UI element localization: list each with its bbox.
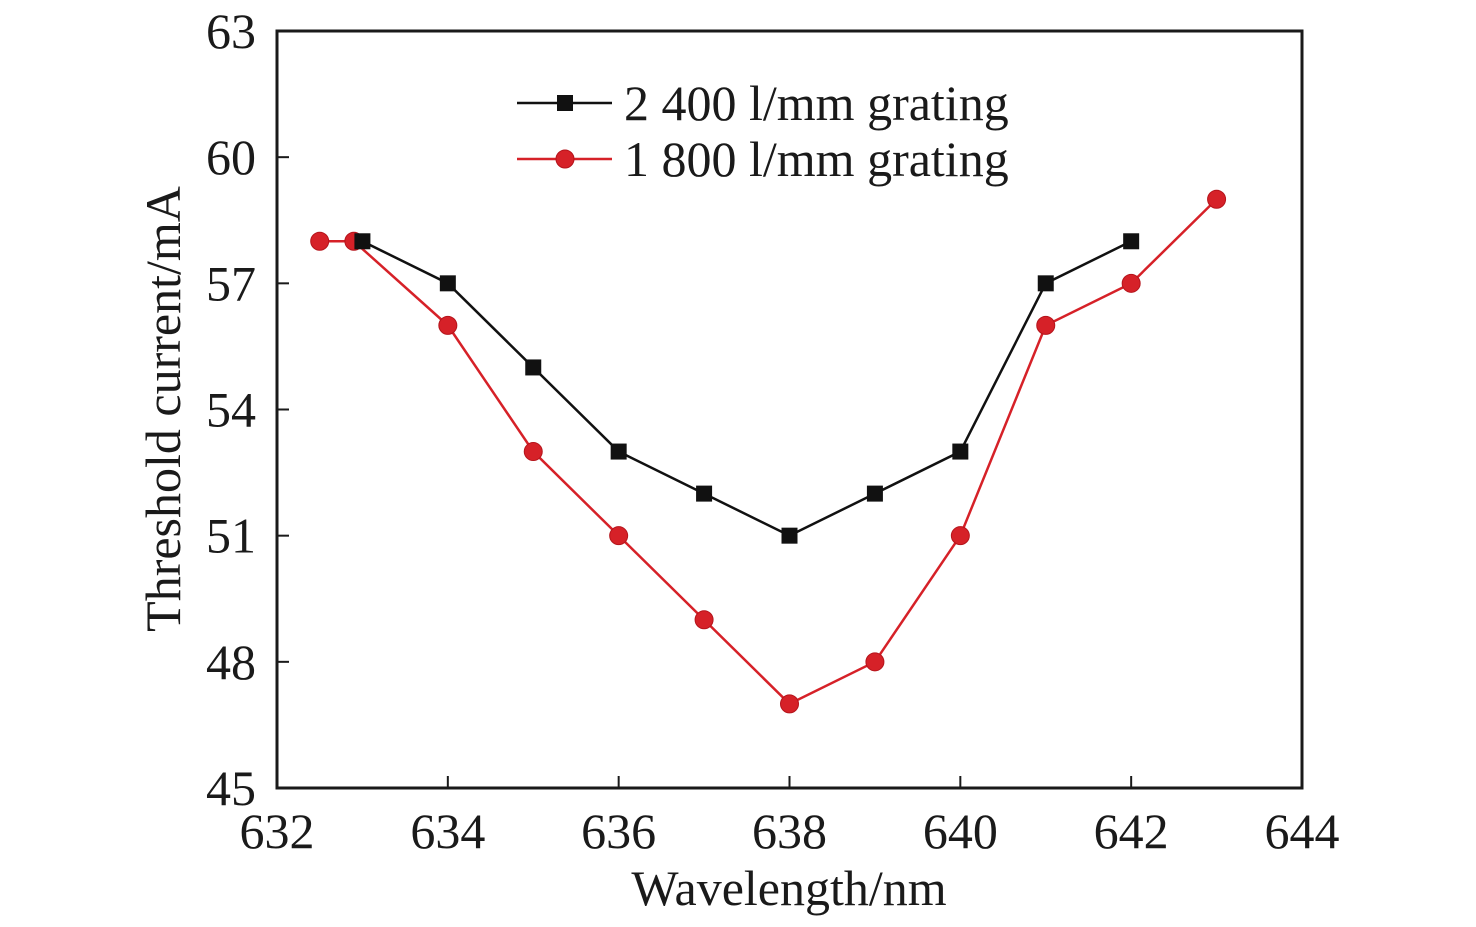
series-2400-point: [696, 485, 713, 502]
series-1800-point: [1207, 189, 1227, 209]
y-tick-label: 63: [206, 3, 256, 59]
series-1800-line: [319, 198, 1218, 706]
y-axis: 45 48 51 54 57 60 63: [206, 3, 289, 816]
x-tick-label: 644: [1265, 803, 1340, 859]
series-layer: [310, 189, 1227, 714]
series-2400-point: [1037, 275, 1054, 292]
legend-item-2400: 2 400 l/mm grating: [517, 75, 1009, 131]
series-1800-point: [609, 526, 629, 546]
series-1800-point: [950, 526, 970, 546]
series-2400-point: [1123, 233, 1140, 250]
x-tick-label: 636: [581, 803, 656, 859]
y-tick-label: 60: [206, 129, 256, 185]
series-1800-point: [310, 231, 330, 251]
series-1800-point: [780, 694, 799, 714]
series-1800-point: [694, 610, 714, 630]
series-1800-point: [438, 315, 458, 335]
y-tick-label: 57: [206, 255, 256, 311]
series-2400-line: [361, 240, 1132, 538]
series-2400-point: [525, 359, 542, 376]
y-tick-label: 54: [206, 382, 256, 438]
series-1800-point: [523, 442, 543, 462]
series-1800: [310, 189, 1227, 714]
x-axis: 632 634 636 638 640 642 644: [240, 776, 1340, 859]
y-tick-label: 51: [206, 508, 256, 564]
series-2400-point: [354, 233, 371, 250]
x-tick-label: 638: [752, 803, 827, 859]
series-1800-point: [865, 652, 885, 672]
y-tick-label: 45: [206, 760, 256, 816]
legend-marker: [557, 95, 573, 111]
legend-label: 1 800 l/mm grating: [624, 131, 1009, 187]
x-tick-label: 634: [410, 803, 485, 859]
x-tick-label: 642: [1094, 803, 1169, 859]
series-2400: [354, 233, 1140, 544]
legend-item-1800: 1 800 l/mm grating: [517, 131, 1009, 187]
series-2400-point: [866, 485, 883, 502]
x-tick-label: 640: [923, 803, 998, 859]
series-1800-point: [1036, 315, 1056, 335]
legend-marker: [555, 149, 575, 169]
legend-label: 2 400 l/mm grating: [624, 75, 1009, 131]
y-tick-label: 48: [206, 634, 256, 690]
y-axis-title: Threshold current/mA: [135, 186, 191, 632]
series-2400-point: [952, 443, 969, 460]
x-tick-label: 632: [240, 803, 315, 859]
series-2400-point: [781, 527, 798, 544]
x-axis-title: Wavelength/nm: [631, 860, 946, 916]
series-2400-point: [439, 275, 456, 292]
series-2400-point: [610, 443, 627, 460]
series-1800-point: [1121, 273, 1141, 293]
